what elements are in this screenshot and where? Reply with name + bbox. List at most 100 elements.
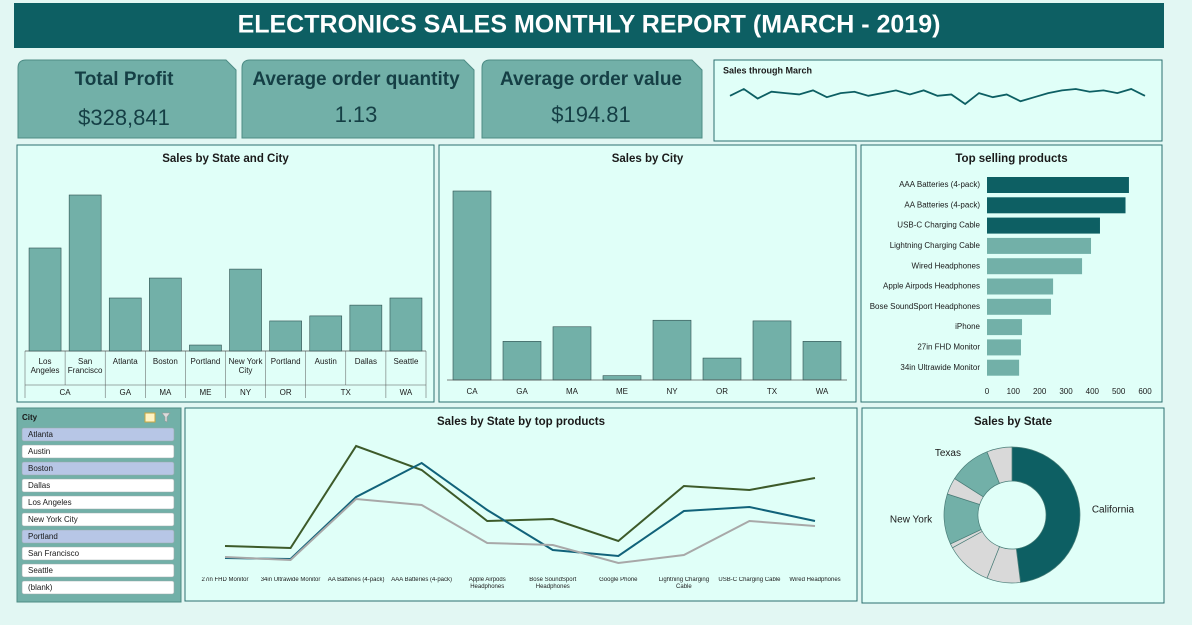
x-tick-label-box: Seattle bbox=[393, 357, 419, 366]
x-tick-label-box: New York City bbox=[228, 357, 263, 376]
bar bbox=[987, 258, 1083, 275]
slicer-item[interactable] bbox=[21, 478, 175, 493]
x-tick-label-box: Lightning Charging Cable bbox=[658, 577, 710, 590]
slicer-item-label: Dallas bbox=[28, 481, 50, 490]
x-tick-label-box: USB-C Charging Cable bbox=[718, 577, 781, 583]
chart-title: Sales through March bbox=[723, 65, 812, 75]
kpi-value: $194.81 bbox=[551, 102, 631, 127]
bar bbox=[987, 217, 1100, 234]
bar bbox=[552, 326, 592, 381]
y-tick-label: AA Batteries (4-pack) bbox=[904, 200, 980, 209]
slicer-item[interactable] bbox=[21, 529, 175, 544]
bar bbox=[602, 375, 642, 381]
x-tick-label: Seattle bbox=[393, 357, 419, 366]
clear-filter-icon[interactable] bbox=[161, 412, 171, 423]
y-tick-label: AAA Batteries (4-pack) bbox=[899, 180, 980, 189]
x-tick-label: Austin bbox=[314, 357, 337, 366]
x-tick-label: New York City bbox=[228, 357, 263, 376]
slicer-item[interactable] bbox=[21, 580, 175, 595]
x-tick-label-box: Austin bbox=[314, 357, 337, 366]
x-tick-label: 600 bbox=[1138, 387, 1152, 396]
slicer-item-label: Seattle bbox=[28, 566, 53, 575]
slicer-item[interactable] bbox=[21, 546, 175, 561]
x-tick-label-box: Boston bbox=[153, 357, 178, 366]
x-tick-label: ME bbox=[616, 387, 628, 396]
slicer-item[interactable] bbox=[21, 461, 175, 476]
x-tick-label-box: Apple Airpods Headphones bbox=[468, 577, 506, 590]
chart-title: Top selling products bbox=[955, 153, 1067, 165]
slicer-item[interactable] bbox=[21, 444, 175, 459]
y-tick-label: iPhone bbox=[955, 322, 980, 331]
y-tick-label: 34in Ultrawide Monitor bbox=[900, 363, 980, 372]
bar bbox=[987, 278, 1054, 295]
bar bbox=[502, 341, 542, 381]
x-tick-label: Portland bbox=[190, 357, 221, 366]
series-line bbox=[224, 444, 816, 550]
slicer-item[interactable] bbox=[21, 563, 175, 578]
kpi-value: $328,841 bbox=[78, 105, 170, 130]
slicer-item[interactable] bbox=[21, 512, 175, 527]
x-tick-label-box: AA Batteries (4-pack) bbox=[328, 577, 385, 583]
x-tick-label: Wired Headphones bbox=[789, 577, 841, 583]
bar bbox=[269, 320, 302, 352]
bar bbox=[987, 359, 1020, 376]
slicer-item-label: Austin bbox=[28, 447, 50, 456]
slicer-title: City bbox=[22, 413, 38, 422]
x-tick-label-box: Wired Headphones bbox=[789, 577, 841, 583]
x-tick-label: Apple Airpods Headphones bbox=[468, 577, 506, 590]
x-tick-label: MA bbox=[566, 387, 579, 396]
bar bbox=[702, 357, 742, 381]
group-label: CA bbox=[60, 388, 72, 397]
bar bbox=[987, 298, 1051, 315]
series-line bbox=[224, 461, 816, 561]
x-tick-label-box: San Francisco bbox=[67, 357, 103, 376]
slice-label: Texas bbox=[935, 448, 961, 459]
bar bbox=[987, 197, 1126, 214]
x-tick-label-box: 27in FHD Monitor bbox=[201, 577, 249, 583]
bar bbox=[68, 194, 102, 352]
slicer-item-label: (blank) bbox=[28, 583, 53, 592]
chart-title: Sales by City bbox=[612, 153, 684, 165]
bar bbox=[189, 344, 222, 352]
slicer-item[interactable] bbox=[21, 427, 175, 442]
x-tick-label: San Francisco bbox=[67, 357, 103, 376]
x-tick-label: 100 bbox=[1007, 387, 1021, 396]
sparkline bbox=[729, 87, 1146, 106]
slicer-item-label: Portland bbox=[28, 532, 58, 541]
x-tick-label: 0 bbox=[985, 387, 990, 396]
group-label: NY bbox=[240, 388, 252, 397]
kpi-card bbox=[17, 59, 237, 139]
slice-label: New York bbox=[890, 515, 933, 526]
slicer-item-label: Los Angeles bbox=[28, 498, 72, 507]
x-tick-label: Google Phone bbox=[599, 577, 638, 583]
bar bbox=[389, 297, 423, 352]
chart-title: Sales by State and City bbox=[162, 153, 289, 165]
slicer-item[interactable] bbox=[21, 495, 175, 510]
slicer-list: Atlanta Austin Boston Dallas Los Angeles New … bbox=[21, 427, 175, 595]
x-tick-label: 300 bbox=[1059, 387, 1073, 396]
multi-select-icon[interactable] bbox=[144, 412, 156, 423]
x-tick-label-box: Portland bbox=[270, 357, 301, 366]
x-tick-label-box: Google Phone bbox=[599, 577, 638, 583]
x-tick-label: Lightning Charging Cable bbox=[658, 577, 710, 590]
bar bbox=[752, 320, 792, 381]
x-tick-label: 27in FHD Monitor bbox=[201, 577, 249, 583]
pie-slice bbox=[986, 446, 1013, 484]
kpi-card bbox=[481, 59, 703, 139]
x-tick-label: USB-C Charging Cable bbox=[718, 577, 781, 583]
bar bbox=[309, 315, 343, 352]
header-title: ELECTRONICS SALES MONTHLY REPORT (MARCH … bbox=[238, 11, 941, 39]
x-tick-label-box: Dallas bbox=[354, 357, 377, 366]
kpi-card bbox=[241, 59, 475, 139]
x-tick-label: 200 bbox=[1033, 387, 1047, 396]
bar bbox=[149, 277, 182, 352]
x-tick-label: Portland bbox=[270, 357, 301, 366]
bar bbox=[349, 304, 383, 352]
series-line bbox=[224, 497, 816, 565]
chart-title: Sales by State by top products bbox=[437, 416, 605, 428]
x-tick-label: 34in Ultrawide Monitor bbox=[260, 577, 321, 583]
bar bbox=[987, 319, 1023, 336]
x-tick-label: Dallas bbox=[354, 357, 377, 366]
y-tick-label: Lightning Charging Cable bbox=[890, 241, 981, 250]
